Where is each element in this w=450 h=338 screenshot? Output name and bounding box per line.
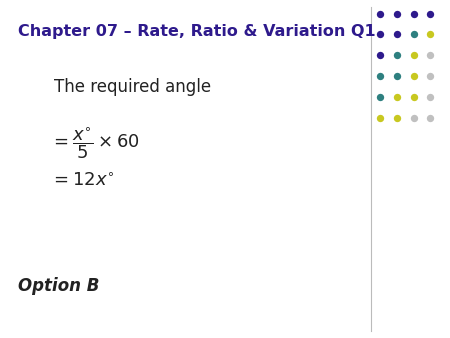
Point <box>410 74 417 79</box>
Point <box>427 11 434 16</box>
Point <box>393 32 400 37</box>
Text: $=\dfrac{x^{\circ}}{5}\times 60$: $=\dfrac{x^{\circ}}{5}\times 60$ <box>50 125 140 161</box>
Point <box>377 116 384 121</box>
Point <box>393 95 400 100</box>
Point <box>377 32 384 37</box>
Point <box>410 11 417 16</box>
Point <box>377 11 384 16</box>
Point <box>410 53 417 58</box>
Text: Chapter 07 – Rate, Ratio & Variation Q1: Chapter 07 – Rate, Ratio & Variation Q1 <box>18 24 376 39</box>
Point <box>410 116 417 121</box>
Point <box>377 95 384 100</box>
Point <box>427 74 434 79</box>
Text: $=12x^{\circ}$: $=12x^{\circ}$ <box>50 172 114 190</box>
Text: The required angle: The required angle <box>54 78 211 96</box>
Point <box>410 32 417 37</box>
Point <box>393 11 400 16</box>
Point <box>377 74 384 79</box>
Point <box>377 53 384 58</box>
Point <box>393 74 400 79</box>
Point <box>427 53 434 58</box>
Point <box>393 53 400 58</box>
Point <box>393 116 400 121</box>
Text: Option B: Option B <box>18 277 99 295</box>
Point <box>427 116 434 121</box>
Point <box>427 95 434 100</box>
Point <box>427 32 434 37</box>
Point <box>410 95 417 100</box>
